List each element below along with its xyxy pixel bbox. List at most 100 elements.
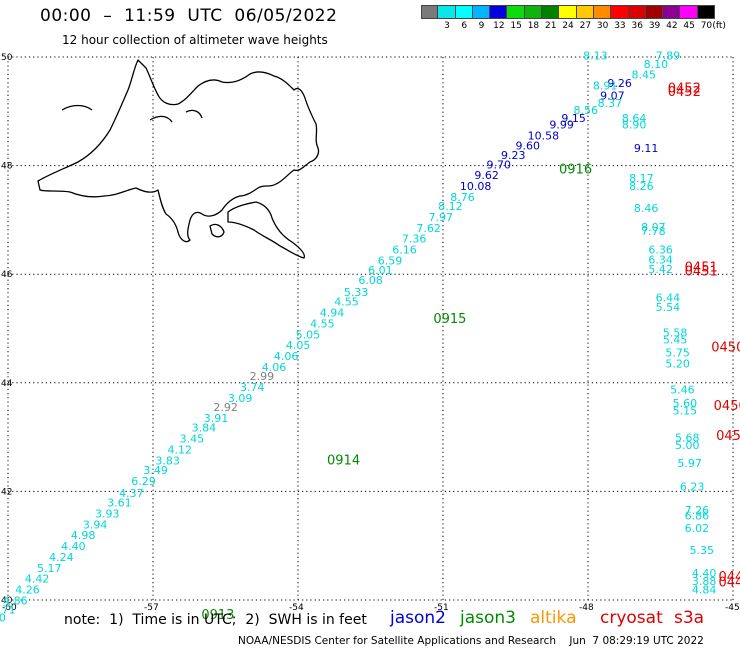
wave-height-label: 3.93 — [95, 507, 120, 520]
wave-height-label: 3.61 — [107, 497, 132, 510]
satellite-label-s3a: s3a — [674, 608, 705, 628]
wave-height-label: 5.42 — [648, 263, 673, 276]
wave-height-label: 5.00 — [675, 439, 700, 452]
color-scale-label: 15 — [510, 21, 522, 31]
pass-time-label: 0916 — [559, 163, 592, 178]
wave-height-label: 4.06 — [274, 350, 299, 363]
color-scale-swatch — [593, 5, 612, 19]
color-scale-label: 24 — [562, 21, 574, 31]
color-scale-label: 21 — [545, 21, 557, 31]
latitude-label: 48 — [1, 162, 13, 172]
wave-height-label: 7.78 — [641, 225, 666, 238]
wave-height-label: 8.64 — [622, 112, 647, 125]
wave-height-label: 4.40 — [692, 567, 717, 580]
wave-height-label: 7.36 — [402, 233, 427, 246]
wave-height-label: 4.86 — [3, 594, 28, 607]
wave-height-label: 5.33 — [344, 286, 369, 299]
satellite-label-jason3: jason3 — [460, 608, 516, 628]
color-scale-label: 45 — [683, 21, 695, 31]
wave-height-label: 9.11 — [634, 142, 659, 155]
satellite-label-jason2: jason2 — [390, 608, 446, 628]
pass-time-label: 0451 — [685, 264, 718, 279]
wave-height-label: 9.60 — [516, 139, 541, 152]
pass-time-label: 0915 — [433, 312, 466, 327]
wave-height-label: 3.84 — [192, 422, 217, 435]
wave-height-label: 3.91 — [204, 412, 229, 425]
wave-height-label: 5.97 — [677, 457, 702, 470]
axis-tick-labels: 50 48 46 44 42 40-60 -57 -54 -51 -48 -45 — [1, 53, 740, 613]
pass-time-label: 0914 — [327, 453, 360, 468]
latitude-label: 50 — [1, 53, 13, 63]
color-scale-swatch — [663, 5, 681, 19]
wave-height-label: 4.98 — [71, 529, 96, 542]
color-scale-label: 3 — [444, 21, 450, 31]
wave-height-label: 6.23 — [680, 480, 705, 493]
wave-height-label: 4.06 — [262, 361, 287, 374]
wave-height-label: 6.86 — [685, 510, 710, 523]
wave-height-label: 8.17 — [629, 172, 654, 185]
wave-height-label: 7.97 — [429, 211, 454, 224]
wave-height-label: 8.07 — [641, 221, 666, 234]
wave-height-label: 4.42 — [25, 573, 49, 586]
wave-height-label: 9.62 — [474, 169, 499, 182]
color-scale-label: 27 — [579, 21, 592, 31]
wave-height-label: 2.99 — [250, 370, 275, 383]
color-scale-swatch — [697, 5, 716, 19]
wave-height-label: 9.70 — [487, 158, 512, 171]
wave-height-label: 8.13 — [583, 50, 608, 63]
pass-time-label: 0449 — [719, 575, 740, 590]
longitude-label: -60 — [2, 603, 17, 613]
wave-height-label: 8.90 — [622, 119, 647, 132]
wave-height-label: 8.12 — [438, 200, 463, 213]
latitude-label: 42 — [1, 487, 12, 497]
wave-height-label: 6.16 — [392, 244, 417, 257]
wave-height-label: 8.56 — [574, 104, 599, 117]
wave-height-label: 10.08 — [460, 180, 492, 193]
color-scale-label: 33 — [614, 21, 626, 31]
wave-height-label: 3.88 — [692, 575, 717, 588]
wave-height-label: 6.34 — [648, 253, 673, 266]
color-scale-label: 70 — [700, 21, 713, 31]
pass-time-label: 0449 — [719, 570, 740, 585]
wave-height-label: 8.76 — [450, 191, 475, 204]
wave-height-label: 8.26 — [629, 180, 654, 193]
wave-height-label: 5.45 — [663, 334, 688, 347]
latitude-label: 46 — [1, 270, 13, 280]
wave-height-label: 8.46 — [634, 202, 659, 215]
color-scale-label: 18 — [527, 21, 540, 31]
wave-height-label: 4.84 — [692, 583, 717, 596]
wave-height-label: 5.60 — [673, 397, 698, 410]
color-scale-label: 12 — [493, 21, 505, 31]
longitude-label: -45 — [725, 603, 740, 613]
wave-height-label: 4.26 — [15, 583, 40, 596]
wave-height-label: 4.55 — [310, 317, 335, 330]
wave-height-label: 7.62 — [416, 222, 441, 235]
wave-height-label: 6.29 — [131, 475, 156, 488]
wave-height-label: 4.71 — [0, 604, 16, 617]
color-scale-swatch — [421, 5, 439, 19]
wave-height-label: 9.99 — [549, 119, 574, 132]
color-scale-swatch — [490, 5, 508, 19]
wave-height-label: 9.07 — [600, 89, 625, 102]
wave-height-label: 2.92 — [213, 401, 238, 414]
wave-height-label: 4.37 — [119, 487, 143, 500]
longitude-label: -57 — [144, 603, 159, 613]
satellite-label-cryosat: cryosat — [600, 608, 663, 628]
latitude-label: 40 — [1, 596, 13, 606]
wave-height-label: 6.08 — [358, 274, 383, 287]
wave-height-label: 8.91 — [593, 80, 618, 93]
wave-height-label: 6.44 — [656, 291, 681, 304]
wave-height-label: 8.10 — [644, 58, 669, 71]
wave-height-label: 3.09 — [228, 392, 253, 405]
wave-height-label: 5.46 — [670, 384, 695, 397]
color-scale-label: 30 — [596, 21, 609, 31]
wave-height-label: 4.24 — [49, 551, 73, 564]
wave-height-label: 6.90 — [0, 612, 6, 625]
color-scale-swatch — [455, 5, 473, 19]
wave-height-label: 4.05 — [286, 339, 311, 352]
color-scale-swatch — [628, 5, 646, 19]
color-scale-label: 39 — [648, 21, 661, 31]
wave-height-label: 3.94 — [83, 518, 108, 531]
